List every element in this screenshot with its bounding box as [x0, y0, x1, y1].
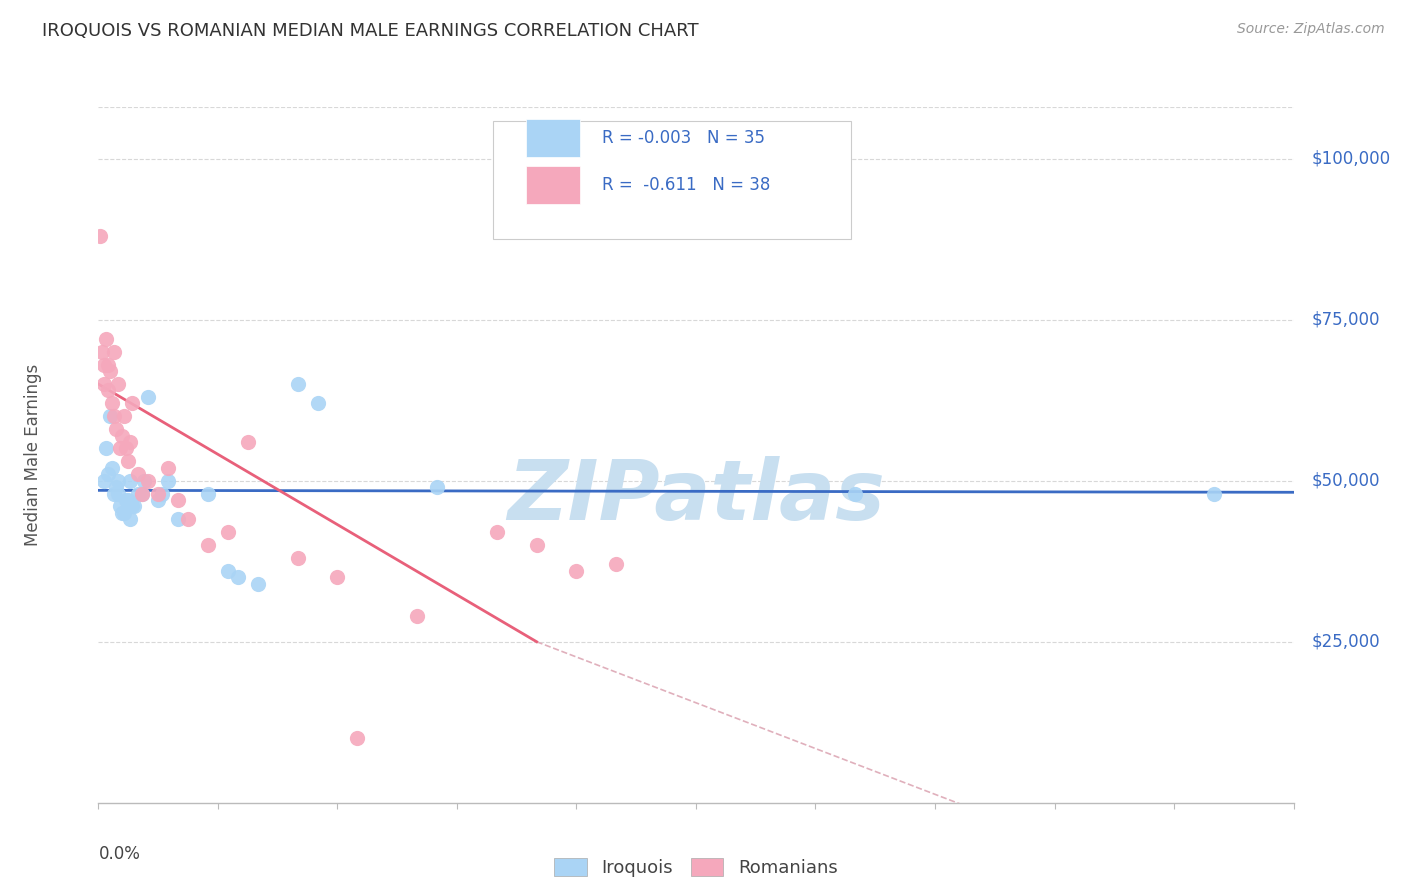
Point	[177, 512, 200, 526]
Point	[197, 538, 219, 552]
Point	[89, 228, 111, 243]
Point	[565, 564, 588, 578]
Text: Median Male Earnings: Median Male Earnings	[24, 364, 42, 546]
Point	[98, 364, 122, 378]
Point	[127, 486, 149, 500]
Point	[131, 486, 153, 500]
Point	[111, 428, 134, 442]
Legend: Iroquois, Romanians: Iroquois, Romanians	[547, 850, 845, 884]
Point	[98, 409, 122, 424]
Point	[107, 486, 129, 500]
FancyBboxPatch shape	[494, 121, 852, 239]
Point	[91, 344, 114, 359]
Point	[148, 493, 170, 508]
Point	[526, 538, 548, 552]
Point	[134, 474, 156, 488]
Text: $75,000: $75,000	[1312, 310, 1379, 328]
Point	[97, 467, 120, 482]
Point	[121, 396, 143, 410]
Point	[120, 474, 142, 488]
Point	[157, 474, 180, 488]
Text: R =  -0.611   N = 38: R = -0.611 N = 38	[602, 177, 770, 194]
Point	[96, 332, 118, 346]
Point	[136, 390, 159, 404]
Point	[150, 486, 173, 500]
Point	[103, 409, 125, 424]
Point	[93, 474, 115, 488]
Text: $50,000: $50,000	[1312, 472, 1379, 490]
Point	[111, 506, 134, 520]
Point	[426, 480, 449, 494]
Point	[217, 564, 239, 578]
Point	[117, 493, 139, 508]
Point	[110, 500, 132, 514]
Point	[107, 377, 129, 392]
Point	[217, 525, 239, 540]
Point	[131, 486, 153, 500]
Point	[136, 474, 159, 488]
Point	[93, 377, 115, 392]
Point	[605, 558, 627, 572]
Point	[115, 493, 138, 508]
Text: ZIPatlas: ZIPatlas	[508, 456, 884, 537]
Point	[197, 486, 219, 500]
Point	[93, 358, 115, 372]
Point	[120, 435, 142, 450]
Point	[121, 500, 143, 514]
Bar	[526, 166, 581, 204]
Point	[236, 435, 259, 450]
Point	[1202, 486, 1225, 500]
Text: Source: ZipAtlas.com: Source: ZipAtlas.com	[1237, 22, 1385, 37]
Point	[110, 442, 132, 456]
Point	[101, 460, 124, 475]
Point	[112, 409, 135, 424]
Text: IROQUOIS VS ROMANIAN MEDIAN MALE EARNINGS CORRELATION CHART: IROQUOIS VS ROMANIAN MEDIAN MALE EARNING…	[42, 22, 699, 40]
Point	[346, 731, 368, 746]
Point	[117, 454, 139, 468]
Text: $25,000: $25,000	[1312, 632, 1381, 651]
Point	[157, 460, 180, 475]
Text: R = -0.003   N = 35: R = -0.003 N = 35	[602, 129, 765, 147]
Point	[120, 512, 142, 526]
Point	[844, 486, 866, 500]
Point	[287, 551, 309, 566]
Point	[96, 442, 118, 456]
Point	[101, 396, 124, 410]
Point	[287, 377, 309, 392]
Point	[103, 344, 125, 359]
Text: $100,000: $100,000	[1312, 150, 1391, 168]
Point	[97, 384, 120, 398]
Point	[167, 493, 190, 508]
Point	[148, 486, 170, 500]
Point	[103, 486, 125, 500]
Point	[167, 512, 190, 526]
Point	[115, 442, 138, 456]
Point	[105, 422, 128, 436]
Point	[485, 525, 508, 540]
Point	[107, 474, 129, 488]
Point	[112, 506, 135, 520]
Point	[246, 576, 269, 591]
Point	[406, 609, 429, 624]
Point	[326, 570, 349, 584]
Text: 0.0%: 0.0%	[98, 845, 141, 863]
Bar	[526, 119, 581, 157]
Point	[105, 480, 128, 494]
Point	[307, 396, 329, 410]
Point	[127, 467, 149, 482]
Point	[226, 570, 249, 584]
Point	[97, 358, 120, 372]
Point	[124, 500, 146, 514]
